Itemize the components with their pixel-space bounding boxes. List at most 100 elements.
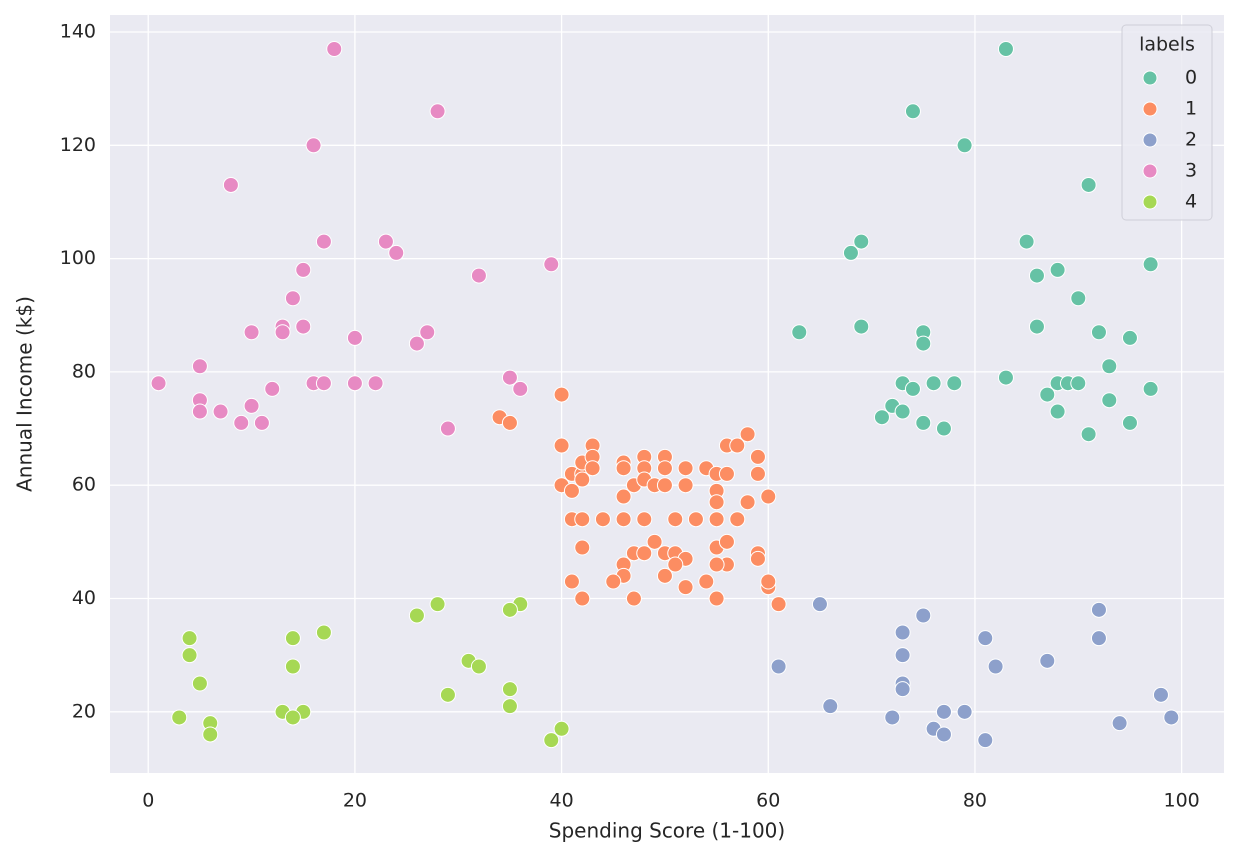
point xyxy=(346,329,363,346)
point xyxy=(656,567,673,584)
legend: labels 0 1 2 3 4 xyxy=(1121,24,1213,221)
point xyxy=(884,709,901,726)
point xyxy=(853,233,870,250)
point xyxy=(274,324,291,341)
point xyxy=(822,698,839,715)
point xyxy=(1101,358,1118,375)
point xyxy=(1070,375,1087,392)
point xyxy=(553,437,570,454)
point xyxy=(977,732,994,749)
point xyxy=(501,601,518,618)
legend-label: 2 xyxy=(1185,129,1197,151)
x-tick-label: 20 xyxy=(343,790,367,812)
point xyxy=(1121,329,1138,346)
point xyxy=(377,233,394,250)
point xyxy=(1090,630,1107,647)
point xyxy=(574,590,591,607)
point xyxy=(718,533,735,550)
point xyxy=(677,579,694,596)
point xyxy=(439,686,456,703)
point xyxy=(284,290,301,307)
point xyxy=(615,488,632,505)
point xyxy=(915,335,932,352)
legend-marker xyxy=(1142,194,1158,210)
point xyxy=(1142,256,1159,273)
point xyxy=(935,420,952,437)
point xyxy=(543,732,560,749)
point xyxy=(1121,414,1138,431)
point xyxy=(315,375,332,392)
point xyxy=(429,103,446,120)
point xyxy=(470,658,487,675)
point xyxy=(636,511,653,528)
point xyxy=(997,369,1014,386)
point xyxy=(1018,233,1035,250)
point xyxy=(739,494,756,511)
point xyxy=(677,460,694,477)
point xyxy=(305,137,322,154)
point xyxy=(408,607,425,624)
point xyxy=(574,471,591,488)
plot-area xyxy=(110,15,1224,773)
point xyxy=(388,244,405,261)
point xyxy=(563,573,580,590)
point xyxy=(439,420,456,437)
point xyxy=(636,545,653,562)
x-tick-label: 0 xyxy=(142,790,154,812)
point xyxy=(429,596,446,613)
point xyxy=(853,318,870,335)
x-tick-label: 100 xyxy=(1163,790,1199,812)
point xyxy=(873,409,890,426)
point xyxy=(656,477,673,494)
point xyxy=(749,448,766,465)
point xyxy=(408,335,425,352)
point xyxy=(253,414,270,431)
point xyxy=(749,550,766,567)
point xyxy=(987,658,1004,675)
point xyxy=(760,488,777,505)
point xyxy=(708,494,725,511)
point xyxy=(1142,380,1159,397)
point xyxy=(935,726,952,743)
point xyxy=(574,511,591,528)
point xyxy=(698,573,715,590)
point xyxy=(295,318,312,335)
point xyxy=(791,324,808,341)
point xyxy=(553,720,570,737)
point xyxy=(811,596,828,613)
x-tick-label: 60 xyxy=(756,790,780,812)
legend-marker xyxy=(1142,101,1158,117)
y-tick-label: 20 xyxy=(72,700,96,722)
point xyxy=(656,460,673,477)
point xyxy=(842,244,859,261)
point xyxy=(729,511,746,528)
point xyxy=(997,40,1014,57)
point xyxy=(708,590,725,607)
point xyxy=(284,658,301,675)
point xyxy=(687,511,704,528)
x-tick-label: 40 xyxy=(549,790,573,812)
point xyxy=(760,573,777,590)
point xyxy=(284,709,301,726)
point xyxy=(1090,324,1107,341)
point xyxy=(605,573,622,590)
legend-label: 0 xyxy=(1185,67,1197,89)
point xyxy=(150,375,167,392)
point xyxy=(1049,403,1066,420)
point xyxy=(718,465,735,482)
point xyxy=(243,397,260,414)
point xyxy=(977,630,994,647)
point xyxy=(708,556,725,573)
point xyxy=(222,176,239,193)
point xyxy=(584,460,601,477)
y-tick-label: 60 xyxy=(72,474,96,496)
point xyxy=(894,647,911,664)
point xyxy=(501,681,518,698)
x-axis-label: Spending Score (1-100) xyxy=(549,819,785,843)
point xyxy=(894,624,911,641)
point xyxy=(904,380,921,397)
y-tick-label: 140 xyxy=(60,20,96,42)
point xyxy=(543,256,560,273)
y-axis-label: Annual Income (k$) xyxy=(13,296,37,492)
